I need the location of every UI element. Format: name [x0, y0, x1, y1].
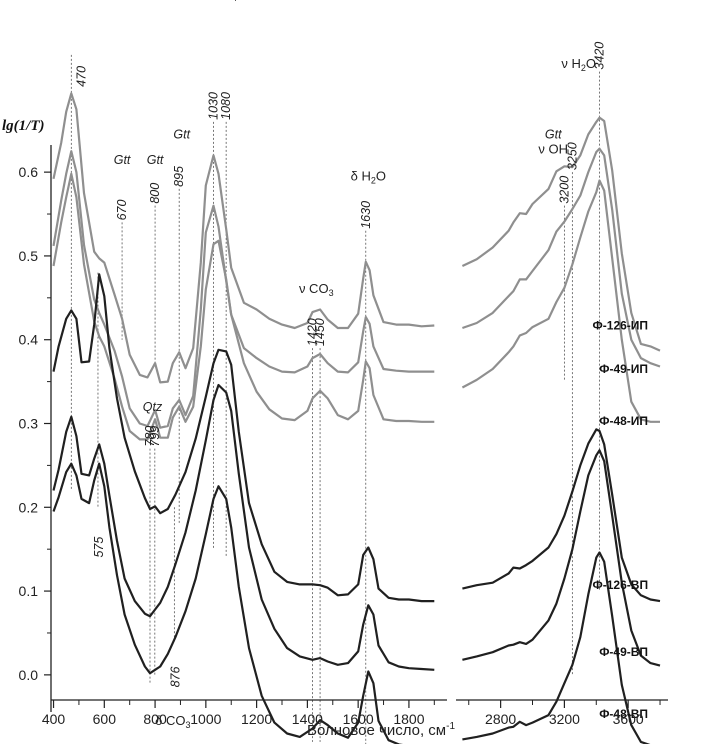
annotation: ν OH [538, 142, 568, 157]
series-label: Ф-48-ВП [599, 707, 648, 721]
band-label: 575 [92, 537, 106, 558]
x-tick-label: 1000 [190, 711, 221, 727]
band-label: 1030 [206, 92, 220, 120]
x-tick-label: 400 [42, 711, 66, 727]
band-label: 3420 [592, 42, 606, 70]
x-tick-label: 1600 [343, 711, 374, 727]
annotation: Gtt [545, 128, 562, 142]
x-tick-label: 1400 [292, 711, 323, 727]
x-tick-label: 3600 [613, 711, 644, 727]
series-line-right [462, 428, 661, 603]
annotation: δ CO3 [155, 713, 190, 730]
band-label: 800 [148, 183, 162, 204]
y-tick-label: 0.0 [19, 667, 39, 683]
series-label: Ф-49-ИП [599, 362, 648, 376]
y-tick-label: 0.2 [19, 499, 39, 515]
x-axis-label-sup: -1 [446, 721, 455, 732]
band-label: 670 [115, 200, 129, 221]
x-tick-label: 600 [93, 711, 117, 727]
band-label: 1450 [313, 318, 327, 346]
series-line-right [461, 179, 660, 423]
x-axis-label-text: Волновое число, см [307, 722, 446, 739]
series-labels: Ф-126-ИП Ф-49-ИП Ф-48-ИП Ф-126-ВП Ф-49-ВП Ф-4… [593, 318, 649, 721]
y-tick-label: 0.3 [19, 416, 39, 432]
series-line-right [462, 147, 661, 368]
y-tick-label: 0.1 [19, 583, 39, 599]
band-label: 895 [172, 166, 186, 187]
series-label: Ф-48-ИП [599, 414, 648, 428]
series-line-left [52, 172, 435, 441]
series-label: Ф-49-ВП [599, 645, 648, 659]
annotation: ν H2O [561, 56, 596, 73]
series-line-left [52, 383, 435, 671]
annotation: ν SiO4 [200, 0, 237, 3]
annotation: δ H2O [351, 169, 386, 186]
series-line-left [52, 462, 404, 744]
series-label: Ф-126-ИП [593, 318, 649, 332]
annotation: ν CO3 [299, 281, 334, 298]
x-axis-label: Волновое число, см-1 [307, 721, 455, 739]
spectra-series [52, 92, 661, 744]
band-label: 799 [148, 426, 162, 447]
annotation: Gtt [147, 153, 164, 167]
band-label: 3250 [565, 142, 579, 170]
y-tick-label: 0.6 [19, 164, 39, 180]
series-line-left [52, 92, 435, 384]
band-label: 876 [168, 667, 182, 688]
x-tick-label: 800 [143, 711, 167, 727]
y-tick-label: 0.5 [19, 248, 39, 264]
series-line-right [462, 551, 651, 744]
y-axis-label: lg(1/T) [2, 118, 45, 134]
y-tick-label: 0.4 [19, 332, 39, 348]
series-line-left [52, 150, 435, 429]
annotation: Gtt [114, 153, 131, 167]
series-line-left [52, 273, 435, 603]
x-tick-label: 1800 [393, 711, 424, 727]
band-label: 3200 [557, 176, 571, 204]
band-label: 470 [74, 66, 88, 87]
band-label: 1420 [305, 318, 319, 346]
x-tick-label: 2800 [485, 711, 516, 727]
series-line-right [462, 449, 661, 667]
annotations: Gtt Gtt Gtt Gtt Qtz ν SiO4 ν CO3 δ H2O ν H2O ν OH… [114, 0, 596, 730]
band-label: 1080 [219, 92, 233, 120]
annotation: Gtt [173, 128, 190, 142]
series-line-right [461, 116, 661, 352]
x-tick-label: 3200 [549, 711, 580, 727]
axes: 0.0 0.1 0.2 0.3 0.4 0.5 0.6 400 600 800 1000 1200 14… [19, 145, 668, 727]
band-label: 780 [143, 426, 157, 447]
x-tick-label: 1200 [241, 711, 272, 727]
band-label: 1630 [359, 201, 373, 229]
series-label: Ф-126-ВП [593, 578, 649, 592]
annotation: Qtz [143, 400, 163, 414]
